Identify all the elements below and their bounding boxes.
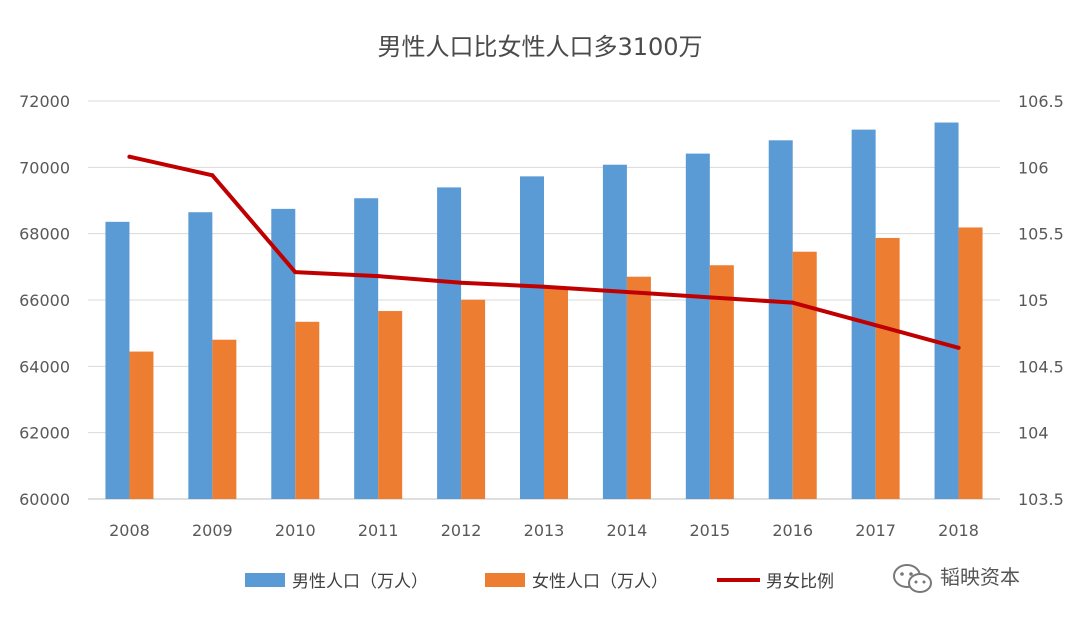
left-axis-tick-label: 68000 xyxy=(19,225,70,244)
right-axis-ticks: 103.5 104 104.5 105 105.5 106 106.5 xyxy=(1018,92,1064,509)
bar-female-2014 xyxy=(626,276,651,499)
x-axis-tick-label: 2012 xyxy=(441,521,482,540)
bar-male-2017 xyxy=(851,129,876,499)
bar-male-2013 xyxy=(520,176,544,499)
right-axis-tick-label: 106.5 xyxy=(1018,92,1064,111)
bar-male-2009 xyxy=(188,212,213,500)
ratio-point-2017 xyxy=(873,323,878,328)
bar-male-2010 xyxy=(271,208,296,499)
x-axis-tick-label: 2014 xyxy=(607,521,648,540)
ratio-point-2009 xyxy=(210,173,215,178)
bar-female-2017 xyxy=(875,237,900,499)
bar-female-2013 xyxy=(544,288,568,499)
left-axis-tick-label: 72000 xyxy=(19,92,70,111)
watermark: 韬映资本 xyxy=(893,564,1020,593)
bar-male-2016 xyxy=(768,140,793,500)
ratio-line-series xyxy=(127,154,961,350)
ratio-point-2016 xyxy=(790,300,795,305)
legend-label-male: 男性人口（万人） xyxy=(292,572,428,592)
x-axis-tick-label: 2015 xyxy=(689,521,730,540)
legend-swatch-male xyxy=(245,573,285,587)
right-axis-tick-label: 104.5 xyxy=(1018,357,1064,376)
bar-female-2010 xyxy=(295,321,320,499)
bar-male-2011 xyxy=(354,198,379,499)
x-axis-tick-label: 2013 xyxy=(524,521,565,540)
x-axis-tick-label: 2017 xyxy=(855,521,896,540)
bar-female-2016 xyxy=(792,251,817,499)
bar-male-2012 xyxy=(437,187,462,499)
right-axis-tick-label: 104 xyxy=(1018,424,1049,443)
wechat-icon xyxy=(893,564,932,593)
right-axis-tick-label: 103.5 xyxy=(1018,490,1064,509)
bar-female-2015 xyxy=(709,265,734,499)
bar-male-2014 xyxy=(602,164,627,499)
bar-male-2018 xyxy=(934,122,959,499)
bar-male-2008 xyxy=(105,221,130,499)
bar-series xyxy=(105,122,983,500)
ratio-point-2015 xyxy=(707,295,712,300)
right-axis-tick-label: 105.5 xyxy=(1018,225,1064,244)
x-axis-tick-label: 2008 xyxy=(109,521,150,540)
x-axis-tick-label: 2016 xyxy=(772,521,813,540)
watermark-text: 韬映资本 xyxy=(940,565,1020,589)
ratio-point-2013 xyxy=(542,284,546,289)
left-axis-tick-label: 70000 xyxy=(19,158,70,177)
bar-female-2012 xyxy=(461,299,486,499)
ratio-point-2014 xyxy=(624,290,629,295)
right-axis-tick-label: 105 xyxy=(1018,291,1049,310)
chart-title: 男性人口比女性人口多3100万 xyxy=(377,33,702,61)
x-axis-tick-label: 2010 xyxy=(275,521,316,540)
x-axis-tick-label: 2009 xyxy=(192,521,233,540)
ratio-point-2010 xyxy=(293,270,298,275)
legend: 男性人口（万人） 女性人口（万人） 男女比例 xyxy=(245,572,834,592)
legend-label-ratio: 男女比例 xyxy=(766,572,834,592)
ratio-point-2018 xyxy=(956,345,961,350)
left-axis-ticks: 60000 62000 64000 66000 68000 70000 72000 xyxy=(19,92,70,509)
legend-swatch-female xyxy=(485,573,525,587)
left-axis-tick-label: 60000 xyxy=(19,490,70,509)
left-axis-tick-label: 66000 xyxy=(19,291,70,310)
left-axis-tick-label: 62000 xyxy=(19,424,70,443)
bar-male-2015 xyxy=(685,153,710,499)
ratio-point-2008 xyxy=(127,154,132,159)
bar-female-2009 xyxy=(212,339,237,499)
ratio-point-2011 xyxy=(376,274,381,279)
bar-female-2008 xyxy=(129,351,154,499)
legend-label-female: 女性人口（万人） xyxy=(532,572,668,592)
x-axis-tick-label: 2018 xyxy=(938,521,979,540)
bar-female-2018 xyxy=(958,227,983,500)
right-axis-tick-label: 106 xyxy=(1018,158,1049,177)
left-axis-tick-label: 64000 xyxy=(19,357,70,376)
ratio-point-2012 xyxy=(459,280,464,285)
x-axis-tick-label: 2011 xyxy=(358,521,399,540)
bar-female-2011 xyxy=(378,311,403,499)
x-axis-ticks: 2008 2009 2010 2011 2012 2013 2014 2015 2016 2017… xyxy=(109,521,979,540)
